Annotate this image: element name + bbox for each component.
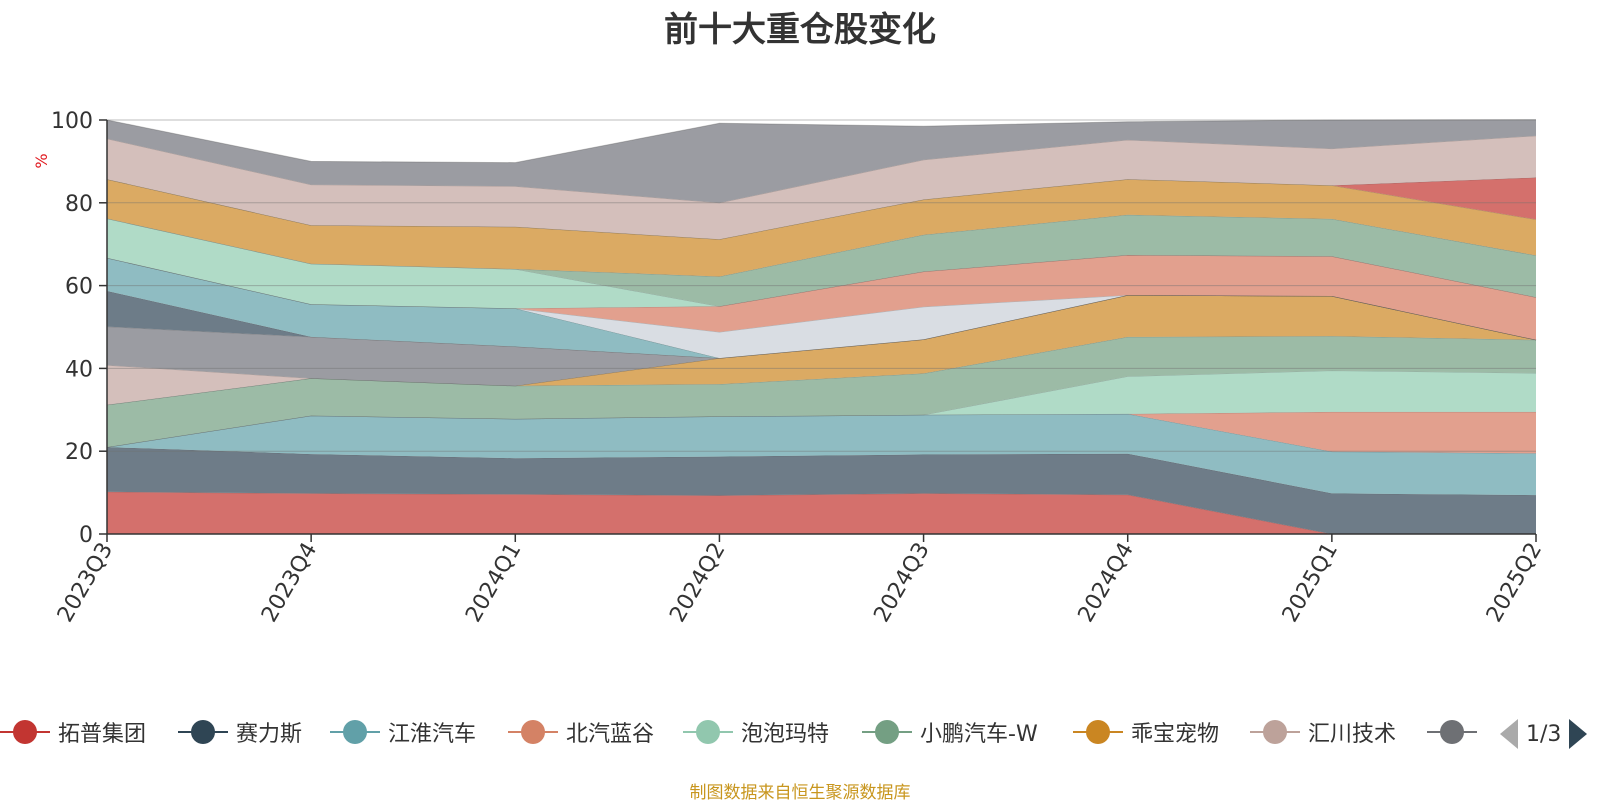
legend-label: 江淮汽车 [388, 722, 477, 747]
x-tick-label: 2024Q4 [1074, 539, 1139, 627]
legend-item-7[interactable]: 乖宝宠物 [1073, 712, 1219, 752]
area-series-6 [107, 336, 1536, 448]
legend-marker-icon [1250, 717, 1300, 747]
area-series-13 [107, 255, 1536, 340]
legend-item-9[interactable] [1427, 712, 1477, 752]
y-tick-label: 60 [65, 275, 93, 300]
legend-item-6[interactable]: 小鹏汽车-W [862, 712, 1038, 752]
area-series-5 [107, 370, 1536, 448]
legend-next-arrow-icon[interactable] [1569, 719, 1588, 749]
legend-item-2[interactable]: 赛力斯 [178, 712, 302, 752]
y-axis-unit: % [32, 153, 51, 168]
stacked-area-chart: 0 20 40 60 80 100 2023Q3 2023Q4 2024Q1 2024Q2 2024… [32, 109, 1547, 627]
chart-title: 前十大重仓股变化 [664, 10, 936, 50]
area-series-18 [107, 135, 1536, 240]
x-tick-label: 2025Q2 [1482, 539, 1547, 627]
legend-label: 拓普集团 [58, 722, 147, 747]
area-series-11 [107, 257, 1536, 359]
legend-marker-icon [1073, 717, 1123, 747]
legend-item-1[interactable]: 拓普集团 [0, 712, 146, 752]
legend-marker-icon [1427, 717, 1477, 747]
legend-label: 汇川技术 [1308, 722, 1397, 747]
x-tick-label: 2024Q3 [869, 539, 934, 627]
legend-prev-arrow-icon[interactable] [1500, 719, 1518, 749]
legend-marker-icon [862, 717, 912, 747]
legend-item-5[interactable]: 泡泡玛特 [683, 712, 829, 752]
legend-marker-icon [330, 717, 380, 747]
x-tick-label: 2024Q1 [461, 539, 526, 627]
area-series-14 [107, 218, 1536, 309]
area-series-9 [107, 295, 1536, 386]
x-tick-label: 2024Q2 [665, 539, 730, 627]
area-series-3 [107, 413, 1536, 496]
legend: 拓普集团 赛力斯 江淮汽车 北汽蓝谷 泡泡玛特 小鹏汽车-W 乖宝宠物 汇川技术 [0, 712, 1600, 752]
legend-marker-icon [0, 717, 50, 747]
legend-page-indicator: 1/3 [1526, 721, 1562, 747]
legend-marker-icon [683, 717, 733, 747]
y-tick-label: 20 [65, 440, 93, 465]
area-series-4 [107, 411, 1536, 454]
x-tick-label: 2025Q1 [1278, 539, 1343, 627]
legend-marker-icon [178, 717, 228, 747]
legend-pager: 1/3 [1500, 716, 1588, 752]
y-tick-label: 80 [65, 192, 93, 217]
legend-item-3[interactable]: 江淮汽车 [330, 712, 476, 752]
legend-label: 乖宝宠物 [1131, 722, 1220, 747]
legend-label: 北汽蓝谷 [566, 722, 655, 747]
grid-lines [107, 119, 1536, 535]
legend-item-8[interactable]: 汇川技术 [1250, 712, 1396, 752]
area-series-17 [107, 177, 1536, 240]
x-tick-label: 2023Q3 [53, 539, 118, 627]
area-series-15 [107, 214, 1536, 307]
area-series-1 [107, 491, 1536, 534]
area-series-7 [107, 295, 1536, 405]
y-tick-label: 0 [79, 523, 93, 548]
x-tick-label: 2023Q4 [257, 539, 322, 627]
y-tick-label: 100 [51, 109, 93, 134]
area-series-19-edge [106, 119, 1537, 164]
source-note: 制图数据来自恒生聚源数据库 [689, 783, 911, 803]
legend-label: 赛力斯 [236, 722, 303, 747]
area-series-19 [107, 119, 1536, 203]
area-series-12 [107, 257, 1536, 359]
y-tick-label: 40 [65, 357, 93, 382]
legend-label: 小鹏汽车-W [920, 722, 1038, 747]
legend-label: 泡泡玛特 [741, 722, 830, 747]
legend-marker-icon [508, 717, 558, 747]
area-layers [106, 119, 1537, 535]
legend-item-4[interactable]: 北汽蓝谷 [508, 712, 654, 752]
area-series-2 [107, 447, 1536, 534]
area-series-16 [107, 179, 1536, 277]
